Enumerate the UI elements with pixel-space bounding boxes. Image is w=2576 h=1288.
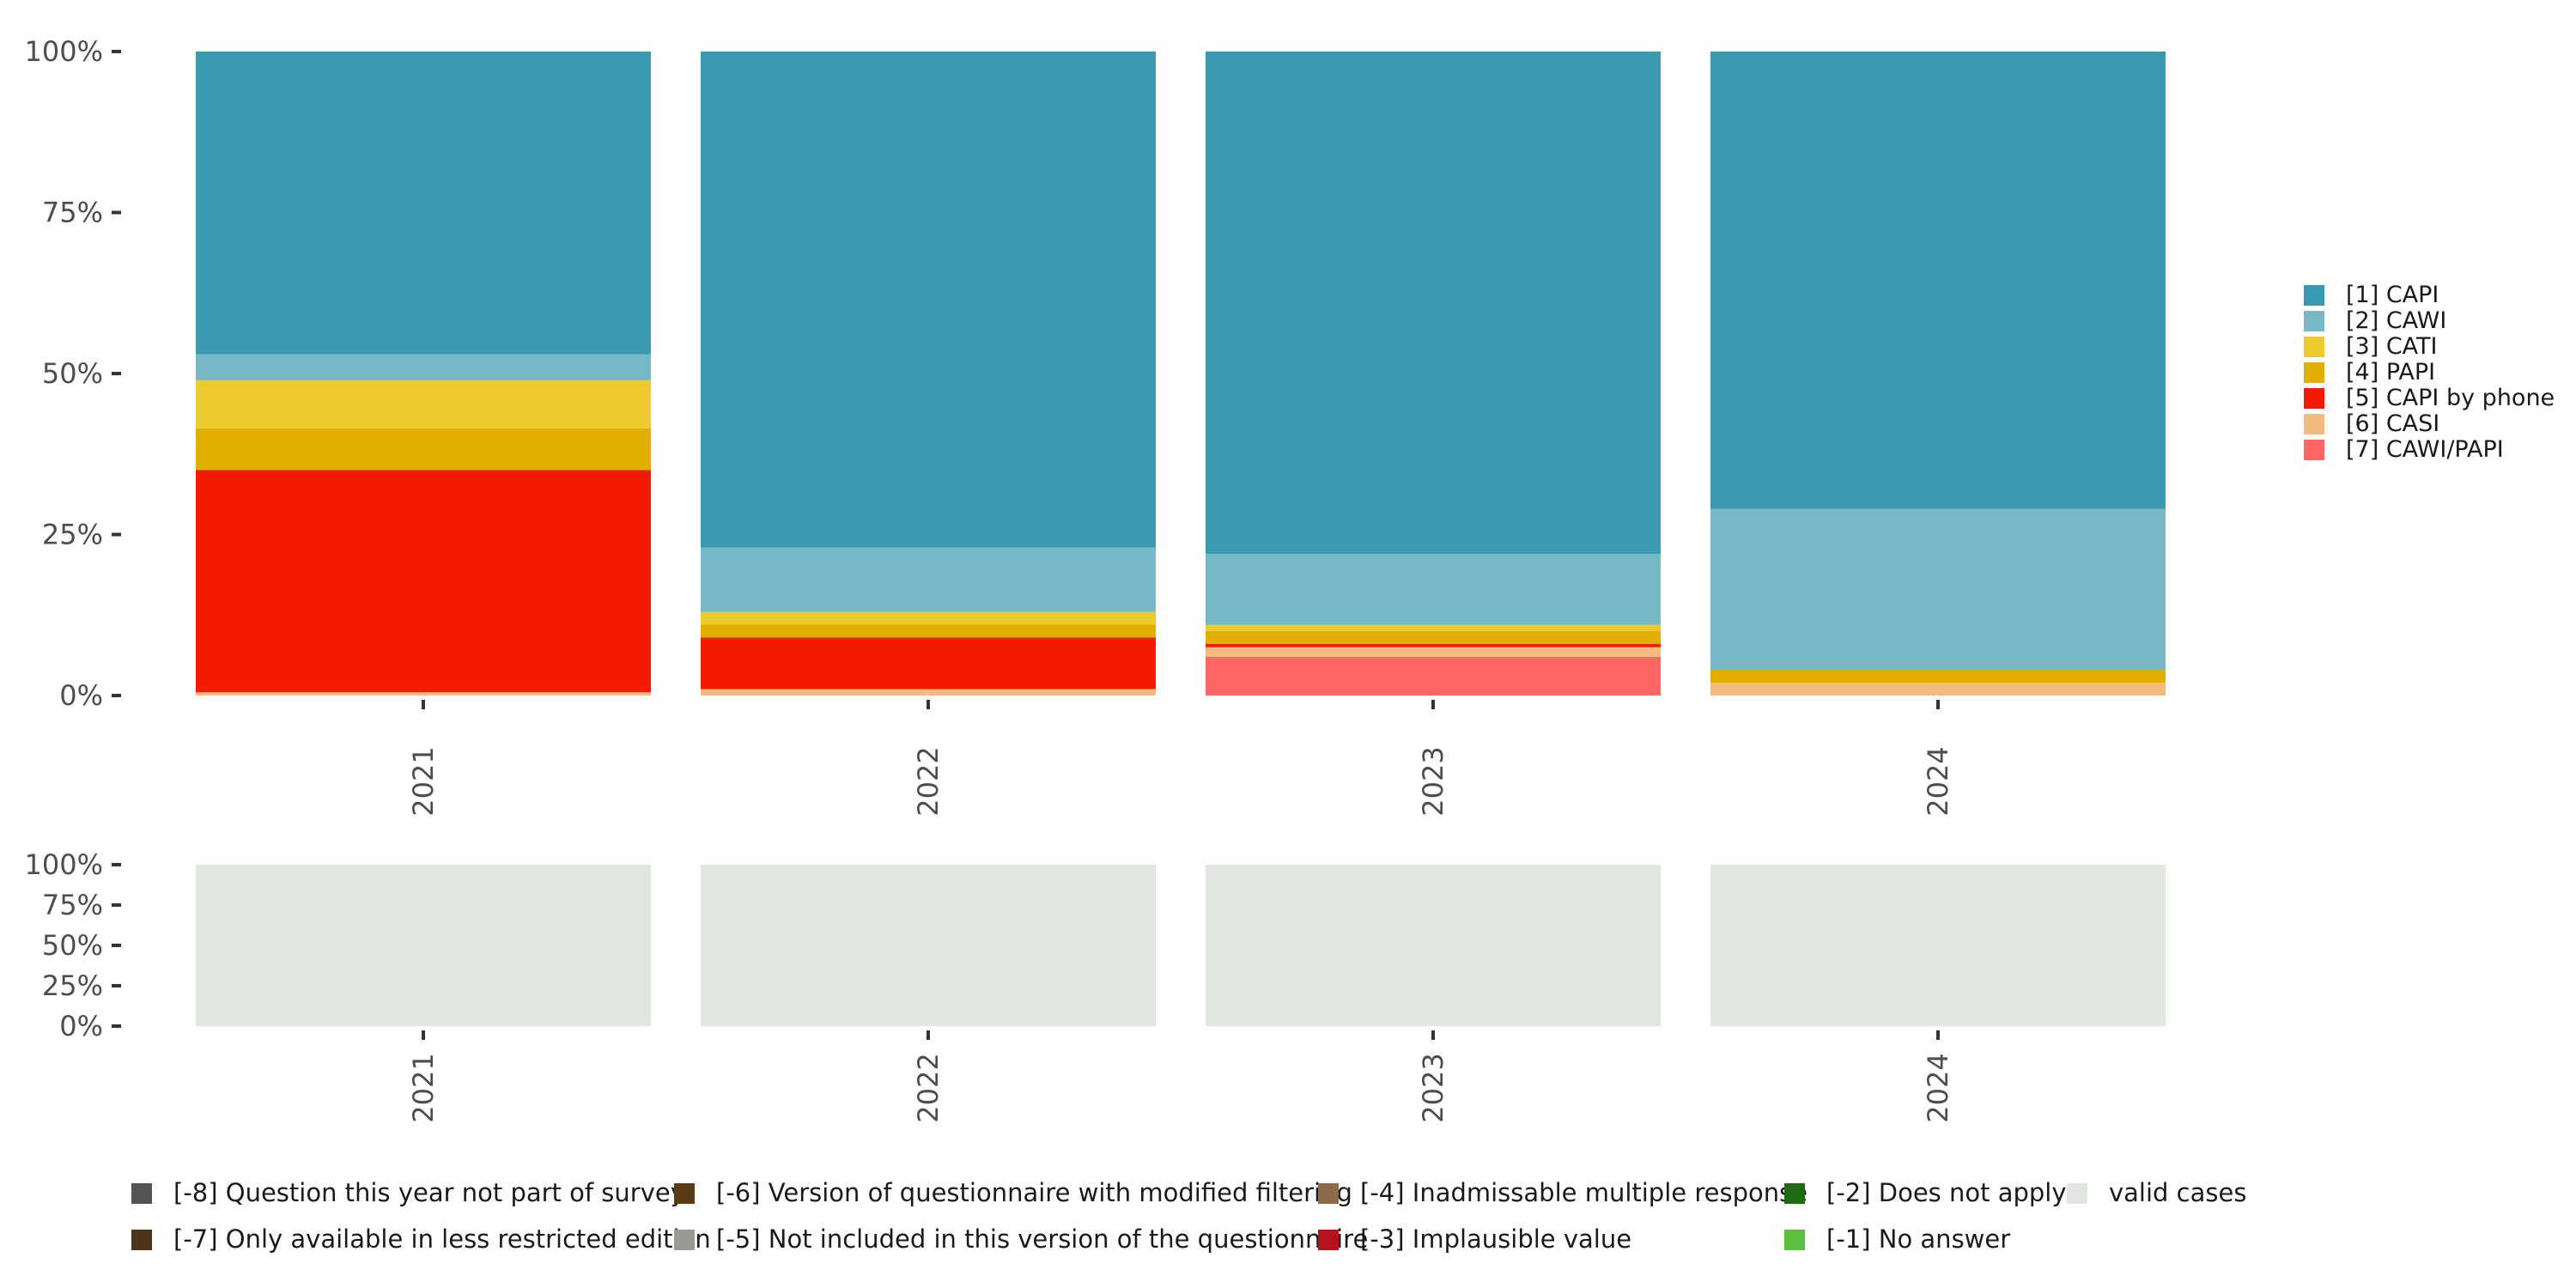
- bottom-x-tick-label: 2024: [1922, 1053, 1954, 1122]
- bottom-bar-2022-s8: [701, 865, 1156, 1026]
- top-bar-2023-s3: [1206, 631, 1661, 644]
- top-bar-2021-s5: [196, 354, 651, 380]
- top-x-tick-label: 2024: [1922, 746, 1954, 816]
- bottom-bar-2021-s8: [196, 865, 651, 1026]
- top-panel: 0% 25% 50% 75% 100% 2021 2022 2023 2024: [25, 35, 2166, 817]
- legend-label: [4] PAPI: [2346, 359, 2435, 386]
- legend-key-1: [2304, 285, 2324, 306]
- bottom-legend-key: [131, 1230, 152, 1250]
- bottom-legend-label: [-1] No answer: [1826, 1224, 2010, 1254]
- bottom-legend-label: [-3] Implausible value: [1360, 1224, 1631, 1254]
- top-bar-2021-s3: [196, 428, 651, 471]
- top-y-tick-label: 0%: [59, 679, 103, 712]
- bottom-legend-label: valid cases: [2109, 1178, 2246, 1207]
- legend-key-3: [2304, 337, 2324, 357]
- legend-key-7: [2304, 440, 2324, 460]
- top-bar-2023-s4: [1206, 624, 1661, 631]
- top-bar-2023-s2: [1206, 644, 1661, 647]
- top-x-tick-label: 2021: [407, 746, 440, 816]
- top-x-tick-label: 2022: [912, 746, 945, 816]
- top-bar-2024-s1: [1710, 683, 2166, 696]
- bottom-y-tick-label: 50%: [42, 929, 103, 962]
- legend-key-5: [2304, 388, 2324, 409]
- legend-label: [3] CATI: [2346, 333, 2438, 360]
- top-bar-2024-s5: [1710, 508, 2166, 670]
- top-bar-2022-s1: [701, 689, 1156, 696]
- top-bar-2022-s6: [701, 52, 1156, 548]
- top-bar-2022-s5: [701, 547, 1156, 612]
- bottom-x-tick-label: 2022: [912, 1053, 945, 1122]
- top-bar-2022-s2: [701, 637, 1156, 690]
- bottom-x-tick-label: 2023: [1417, 1053, 1449, 1122]
- bottom-legend-label: [-2] Does not apply: [1826, 1178, 2067, 1207]
- legend-label: [1] CAPI: [2346, 282, 2439, 308]
- bottom-bar-2023-s8: [1206, 865, 1661, 1026]
- top-bar-2022-s3: [701, 624, 1156, 638]
- bottom-legend: [-8] Question this year not part of surv…: [131, 1178, 2246, 1254]
- bottom-legend-key: [1318, 1230, 1339, 1250]
- legend-key-4: [2304, 362, 2324, 383]
- bottom-legend-label: [-4] Inadmissable multiple response: [1360, 1178, 1807, 1207]
- top-bar-2023-s6: [1206, 52, 1661, 554]
- top-bar-2022-s4: [701, 611, 1156, 625]
- top-bar-2021-s4: [196, 380, 651, 428]
- top-y-tick-label: 75%: [42, 197, 103, 229]
- legend-key-6: [2304, 414, 2324, 434]
- bottom-legend-label: [-7] Only available in less restricted e…: [173, 1224, 711, 1254]
- top-bar-2024-s3: [1710, 670, 2166, 683]
- bottom-legend-label: [-8] Question this year not part of surv…: [173, 1178, 685, 1207]
- legend-label: [5] CAPI by phone: [2346, 385, 2555, 411]
- legend-key-2: [2304, 311, 2324, 331]
- bottom-y-tick-label: 75%: [42, 889, 103, 921]
- top-x-tick-label: 2023: [1417, 746, 1449, 816]
- top-bar-2023-s1: [1206, 647, 1661, 657]
- bottom-legend-label: [-5] Not included in this version of the…: [716, 1224, 1368, 1254]
- bottom-legend-key: [1784, 1183, 1805, 1204]
- bottom-legend-key: [131, 1183, 152, 1204]
- top-y-tick-label: 100%: [25, 35, 103, 68]
- bottom-y-tick-label: 100%: [25, 848, 103, 881]
- right-legend: [1] CAPI[2] CAWI[3] CATI[4] PAPI[5] CAPI…: [2304, 282, 2555, 463]
- bottom-legend-key: [1784, 1230, 1805, 1250]
- legend-label: [6] CASI: [2346, 410, 2439, 437]
- bottom-y-tick-label: 25%: [42, 969, 103, 1002]
- bottom-legend-key: [674, 1230, 695, 1250]
- top-bar-2021-s1: [196, 692, 651, 696]
- top-bar-2024-s6: [1710, 52, 2166, 509]
- bottom-x-tick-label: 2021: [407, 1053, 440, 1122]
- legend-label: [2] CAWI: [2346, 307, 2446, 334]
- bottom-legend-key: [2067, 1183, 2087, 1204]
- top-bar-2021-s6: [196, 52, 651, 355]
- top-bar-2021-s2: [196, 470, 651, 693]
- bottom-panel: 0% 25% 50% 75% 100% 2021 2022 2023 2024: [25, 848, 2166, 1123]
- top-bar-2023-s0: [1206, 657, 1661, 696]
- bottom-legend-key: [674, 1183, 695, 1204]
- top-y-tick-label: 25%: [42, 519, 103, 551]
- legend-label: [7] CAWI/PAPI: [2346, 436, 2504, 463]
- bottom-y-tick-label: 0%: [59, 1010, 103, 1042]
- top-bar-2023-s5: [1206, 554, 1661, 625]
- bottom-legend-label: [-6] Version of questionnaire with modif…: [716, 1178, 1352, 1207]
- top-y-tick-label: 50%: [42, 357, 103, 390]
- bottom-legend-key: [1318, 1183, 1339, 1204]
- bottom-bar-2024-s8: [1710, 865, 2166, 1026]
